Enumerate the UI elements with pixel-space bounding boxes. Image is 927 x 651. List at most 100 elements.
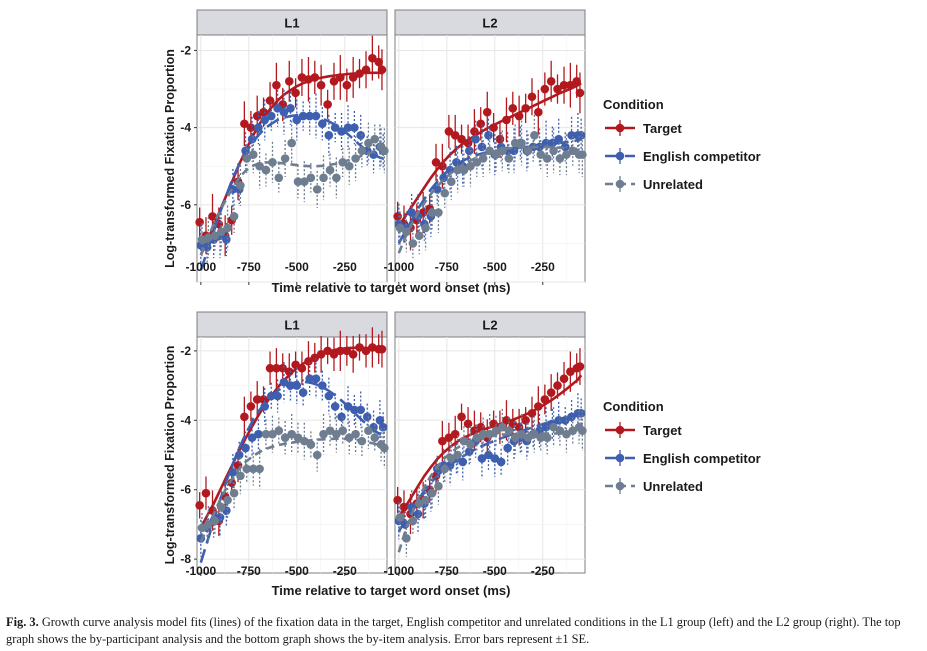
data-point (408, 239, 418, 248)
data-point (351, 429, 360, 439)
data-point (514, 422, 524, 432)
data-point (216, 227, 226, 237)
data-point (540, 84, 550, 94)
data-point (234, 450, 244, 460)
data-point (318, 119, 327, 129)
data-point (287, 138, 296, 148)
y-tick-label: -4 (180, 121, 191, 135)
data-point (549, 422, 558, 432)
x-axis: -1000 -750 -500 -250 (383, 260, 555, 285)
data-point (325, 165, 335, 175)
data-point (261, 429, 271, 439)
data-point (578, 150, 587, 159)
data-point (380, 443, 389, 453)
data-point (476, 119, 486, 129)
data-point (348, 350, 358, 359)
data-point (434, 481, 443, 491)
data-point (559, 80, 569, 90)
data-point (350, 123, 359, 132)
data-point (242, 464, 252, 474)
data-point (503, 443, 512, 453)
legend-key-point (615, 481, 625, 491)
x-tick-label: -1000 (185, 564, 216, 578)
data-point (292, 115, 302, 125)
data-point (440, 188, 450, 198)
data-point (395, 223, 405, 233)
data-point (201, 488, 211, 498)
data-point (536, 433, 546, 442)
legend-key-point (615, 179, 625, 189)
data-point (300, 177, 309, 186)
data-point (510, 433, 520, 442)
data-point (197, 523, 207, 533)
data-point (375, 415, 385, 425)
data-point (510, 138, 520, 148)
data-point (287, 429, 296, 439)
y-axis: -8 -6 -4 -2 (180, 344, 197, 566)
data-point (300, 436, 309, 446)
data-point (229, 212, 239, 221)
data-point (319, 173, 328, 183)
y-axis-title: Log-transformed Fixation Proportion (163, 49, 177, 268)
legend-title: Condition (603, 97, 664, 112)
y-tick-label: -2 (180, 43, 191, 57)
data-point (273, 104, 282, 113)
legend-label: Target (643, 121, 682, 136)
series-unrelated (197, 412, 389, 543)
figure-caption: Fig. 3. Growth curve analysis model fits… (6, 614, 921, 648)
panel-strip (196, 9, 388, 36)
data-point (521, 415, 530, 425)
data-point (434, 208, 443, 217)
data-point (491, 426, 501, 436)
data-point (490, 454, 500, 463)
data-point (324, 131, 334, 140)
data-point (298, 111, 308, 121)
data-point (368, 53, 377, 63)
data-point (280, 433, 290, 442)
y-tick-label: -4 (180, 413, 191, 427)
data-point (306, 440, 316, 449)
data-point (342, 80, 352, 90)
data-point (319, 429, 328, 439)
data-point (576, 131, 586, 140)
data-point (362, 412, 372, 422)
data-point (478, 429, 488, 439)
legend-entry: Unrelated (605, 176, 703, 192)
data-point (272, 80, 281, 90)
legend-label: Unrelated (643, 479, 703, 494)
data-point (298, 388, 308, 397)
data-point (316, 80, 326, 90)
series-unrelated (395, 114, 587, 259)
fit-line (199, 146, 384, 256)
series-english-competitor (196, 358, 388, 563)
legend: Condition Target English competitor Unrelat… (603, 97, 761, 192)
data-point (210, 516, 220, 526)
y-axis: -6 -4 -2 (180, 43, 197, 212)
data-point (254, 429, 263, 439)
x-tick-label: -250 (333, 260, 357, 274)
x-tick-label: -1000 (383, 564, 414, 578)
data-point (325, 426, 335, 436)
x-tick-label: -750 (435, 564, 459, 578)
y-tick-label: -6 (180, 483, 191, 497)
data-point (477, 454, 487, 463)
data-point (534, 107, 543, 117)
data-point (440, 464, 450, 474)
data-point (546, 388, 556, 397)
data-point (567, 412, 576, 422)
data-point (338, 426, 348, 436)
data-point (463, 419, 473, 429)
data-point (408, 516, 418, 526)
data-point (286, 104, 295, 113)
data-point (484, 450, 493, 460)
x-axis: -1000 -750 -500 -250 (383, 564, 555, 578)
x-axis-title: Time relative to target word onset (ms) (272, 280, 511, 295)
data-point (402, 227, 411, 237)
data-point (223, 495, 232, 505)
data-point (210, 231, 220, 240)
legend-label: Unrelated (643, 177, 703, 192)
data-point (348, 73, 358, 82)
panel-strip-label: L2 (482, 16, 497, 31)
data-point (337, 412, 346, 422)
data-point (450, 429, 460, 439)
